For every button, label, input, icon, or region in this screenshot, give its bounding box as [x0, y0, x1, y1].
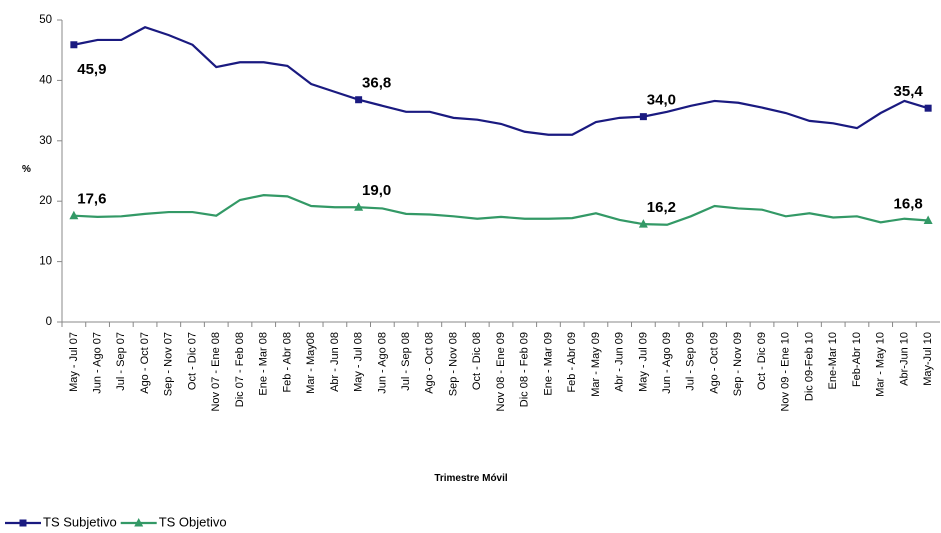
x-tick-label: Feb-Abr 10 [851, 332, 863, 387]
y-tick-label: 40 [39, 74, 52, 86]
series-line [73, 26, 929, 136]
legend-label: TS Subjetivo [43, 514, 117, 529]
x-tick-label: Jun - Ago 08 [376, 332, 388, 394]
data-label: 19,0 [362, 182, 391, 199]
legend-label: TS Objetivo [159, 514, 227, 529]
x-tick-label: Feb - Abr 08 [281, 332, 293, 393]
x-tick-label: Jul - Sep 08 [400, 332, 412, 391]
x-tick-label: May - Jul 08 [353, 332, 365, 392]
x-tick-label: Feb - Abr 09 [566, 332, 578, 393]
x-tick-label: Ene - Mar 09 [542, 332, 554, 396]
x-tick-label: Abr - Jun 08 [329, 332, 341, 392]
data-label: 45,9 [77, 61, 106, 78]
data-label: 34,0 [647, 92, 676, 109]
x-tick-label: Abr - Jun 09 [614, 332, 626, 392]
marker [69, 210, 79, 220]
x-tick-label: Oct - Dic 07 [186, 332, 198, 390]
marker [70, 41, 78, 49]
x-tick-label: Abr-Jun 10 [898, 332, 910, 386]
data-label: 36,8 [362, 75, 391, 92]
y-tick-label: 30 [39, 135, 52, 147]
data-label: 17,6 [77, 191, 106, 208]
x-tick-label: Nov 08 - Ene 09 [495, 332, 507, 412]
marker [638, 219, 648, 228]
x-tick-label: Ago - Oct 08 [424, 332, 436, 394]
x-tick-label: May - Jul 09 [637, 332, 649, 392]
x-tick-label: Nov 09 - Ene 10 [780, 332, 792, 412]
marker [924, 104, 932, 112]
y-tick-label: 20 [39, 195, 52, 207]
marker [19, 519, 27, 527]
x-tick-label: Oct - Dic 08 [471, 332, 483, 390]
x-tick-label: May - Jul 07 [68, 332, 80, 392]
y-axis-title: % [22, 164, 31, 175]
data-label: 16,8 [894, 196, 923, 213]
x-tick-label: Sep - Nov 09 [732, 332, 744, 396]
series-line [73, 194, 929, 226]
x-tick-label: Sep - Nov 08 [447, 332, 459, 396]
marker [923, 215, 933, 225]
x-tick-label: Jul - Sep 09 [685, 332, 697, 391]
marker [134, 518, 144, 527]
x-tick-label: Jun - Ago 09 [661, 332, 673, 394]
x-tick-label: Dic 07 - Feb 08 [234, 332, 246, 407]
x-tick-label: Ene-Mar 10 [827, 332, 839, 389]
x-tick-label: Mar - May08 [305, 332, 317, 394]
x-tick-label: Ago - Oct 07 [139, 332, 151, 394]
x-tick-label: Nov 07 - Ene 08 [210, 332, 222, 412]
x-tick-label: Oct - Dic 09 [756, 332, 768, 390]
x-axis-title: Trimestre Móvil [434, 473, 508, 484]
x-tick-label: Mar - May 09 [590, 332, 602, 397]
x-tick-label: Sep - Nov 07 [163, 332, 175, 396]
marker [354, 202, 364, 211]
x-tick-label: Dic 09-Feb 10 [803, 332, 815, 401]
x-tick-label: Dic 08 - Feb 09 [519, 332, 531, 407]
x-tick-label: Mar - May 10 [875, 332, 887, 397]
data-label: 16,2 [647, 199, 676, 216]
x-tick-label: Ago - Oct 09 [708, 332, 720, 394]
marker [355, 96, 363, 104]
y-tick-label: 50 [39, 14, 52, 26]
data-label: 35,4 [894, 83, 924, 100]
x-tick-label: May-Jul 10 [922, 332, 934, 386]
y-tick-label: 10 [39, 256, 52, 268]
marker [639, 113, 647, 121]
x-tick-label: Jul - Sep 07 [115, 332, 127, 391]
x-tick-label: Jun - Ago 07 [92, 332, 104, 394]
x-tick-label: Ene - Mar 08 [258, 332, 270, 396]
y-tick-label: 0 [46, 316, 52, 328]
